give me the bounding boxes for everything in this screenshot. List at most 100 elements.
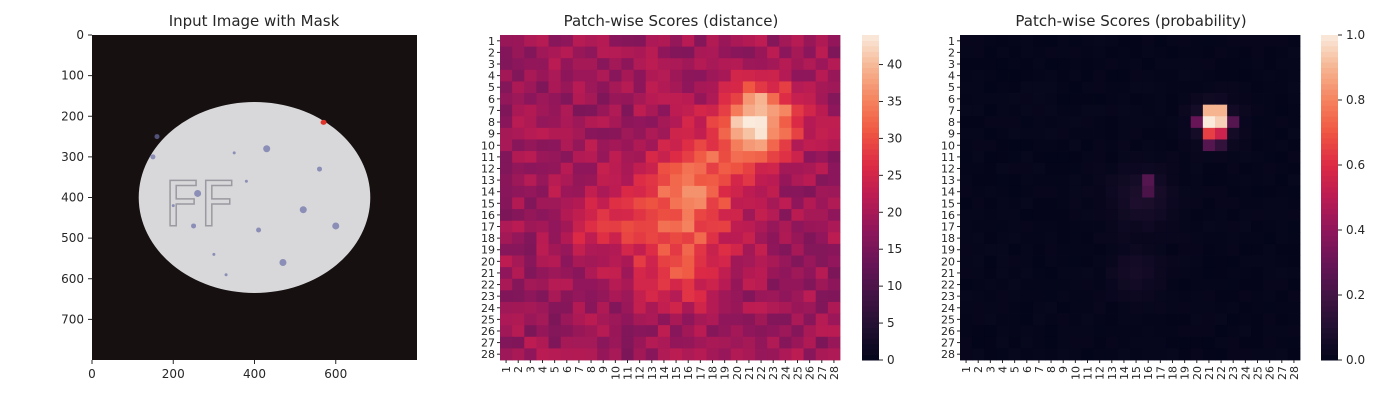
heatmap-cell	[524, 313, 537, 326]
heatmap-cell	[694, 220, 707, 233]
heatmap-cell	[827, 116, 841, 129]
heatmap-cell	[960, 209, 973, 222]
heatmap-cell	[1045, 162, 1058, 175]
heatmap-cell	[1045, 278, 1058, 291]
heatmap-cell	[803, 290, 817, 303]
y-tick-label: 12	[481, 162, 495, 175]
heatmap-cell	[1215, 185, 1228, 198]
heatmap-cell	[633, 185, 647, 198]
heatmap-cell	[996, 267, 1009, 280]
heatmap-cell	[1057, 162, 1070, 175]
heatmap-cell	[1154, 151, 1167, 164]
heatmap-cell	[1154, 325, 1167, 338]
heatmap-cell	[1057, 301, 1070, 314]
heatmap-cell	[1020, 35, 1034, 48]
heatmap-cell	[585, 336, 598, 349]
heatmap-cell	[779, 220, 792, 233]
heatmap-cell	[682, 185, 695, 198]
heatmap-cell	[815, 220, 829, 233]
heatmap-cell	[670, 35, 683, 48]
heatmap-cell	[1202, 81, 1216, 94]
heatmap-cell	[621, 232, 634, 245]
heatmap-cell	[1057, 116, 1070, 129]
heatmap-cell	[1081, 197, 1094, 210]
heatmap-cell	[1020, 290, 1034, 303]
heatmap-cell	[1251, 348, 1264, 361]
heatmap-cell	[1227, 162, 1240, 175]
heatmap-cell	[1045, 267, 1058, 280]
pill-speckle	[256, 227, 262, 233]
heatmap-cell	[1008, 220, 1022, 233]
heatmap-cell	[1287, 278, 1301, 291]
heatmap-cell	[694, 81, 707, 94]
heatmap-cell	[682, 151, 695, 164]
heatmap-cell	[524, 46, 537, 59]
heatmap-cell	[1032, 255, 1046, 268]
colorbar-segment	[862, 78, 879, 85]
heatmap-cell	[960, 104, 973, 117]
heatmap-cell	[572, 278, 586, 291]
heatmap-cell	[694, 151, 707, 164]
heatmap-cell	[1105, 197, 1119, 210]
heatmap-cell	[755, 116, 768, 129]
heatmap-cell	[1105, 127, 1119, 140]
heatmap-cell	[1081, 290, 1094, 303]
heatmap-cell	[694, 104, 707, 117]
heatmap-cell	[609, 35, 622, 48]
x-tick-label: 23	[1227, 366, 1240, 380]
heatmap-cell	[791, 209, 804, 222]
heatmap-cell	[730, 301, 744, 314]
heatmap-cell	[1215, 278, 1228, 291]
heatmap-cell	[572, 162, 586, 175]
heatmap-cell	[706, 301, 719, 314]
y-tick-label: 2	[488, 46, 495, 59]
heatmap-cell	[972, 336, 985, 349]
heatmap-cell	[500, 174, 513, 187]
heatmap-cell	[682, 69, 695, 82]
heatmap-cell	[827, 162, 841, 175]
heatmap-cell	[524, 185, 537, 198]
heatmap-cell	[560, 127, 574, 140]
heatmap-cell	[560, 290, 574, 303]
pill-shape	[138, 102, 371, 293]
heatmap-cell	[1069, 267, 1082, 280]
heatmap-cell	[1020, 104, 1034, 117]
heatmap-cell	[742, 58, 756, 71]
colorbar-segment	[862, 316, 879, 323]
heatmap-cell	[560, 58, 574, 71]
heatmap-cell	[1227, 151, 1240, 164]
heatmap-cell	[1032, 116, 1046, 129]
heatmap-cell	[803, 209, 817, 222]
heatmap-cell	[1202, 162, 1216, 175]
heatmap-cell	[1057, 209, 1070, 222]
heatmap-cell	[1020, 278, 1034, 291]
heatmap-cell	[755, 267, 768, 280]
heatmap-cell	[1287, 232, 1301, 245]
heatmap-cell	[645, 209, 659, 222]
heatmap-cell	[1020, 336, 1034, 349]
heatmap-cell	[597, 209, 610, 222]
heatmap-cell	[645, 197, 659, 210]
heatmap-cell	[560, 46, 574, 59]
heatmap-cell	[1093, 232, 1107, 245]
heatmap-cell	[1081, 58, 1094, 71]
heatmap-cell	[1287, 267, 1301, 280]
heatmap-cell	[1239, 151, 1252, 164]
heatmap-cell	[1227, 243, 1240, 256]
heatmap-cell	[718, 81, 732, 94]
heatmap-cell	[1045, 35, 1058, 48]
heatmap-cell	[767, 174, 780, 187]
heatmap-cell	[984, 336, 997, 349]
heatmap-cell	[597, 348, 610, 361]
heatmap-cell	[1239, 116, 1252, 129]
colorbar-tick-label: 25	[887, 168, 902, 182]
heatmap-cell	[767, 243, 780, 256]
heatmap-cell	[633, 174, 647, 187]
heatmap-cell	[1105, 69, 1119, 82]
colorbar-segment	[862, 202, 879, 209]
heatmap-cell	[1008, 104, 1022, 117]
heatmap-cell	[1239, 81, 1252, 94]
heatmap-cell	[827, 151, 841, 164]
x-tick-label: 15	[670, 366, 683, 380]
heatmap-cell	[512, 243, 525, 256]
